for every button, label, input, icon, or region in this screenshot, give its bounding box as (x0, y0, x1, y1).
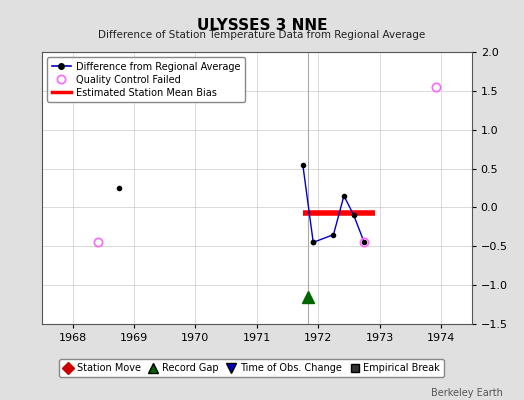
Legend: Difference from Regional Average, Quality Control Failed, Estimated Station Mean: Difference from Regional Average, Qualit… (47, 57, 245, 102)
Text: Difference of Station Temperature Data from Regional Average: Difference of Station Temperature Data f… (99, 30, 425, 40)
Text: ULYSSES 3 NNE: ULYSSES 3 NNE (196, 18, 328, 33)
Legend: Station Move, Record Gap, Time of Obs. Change, Empirical Break: Station Move, Record Gap, Time of Obs. C… (59, 359, 444, 377)
Text: Berkeley Earth: Berkeley Earth (431, 388, 503, 398)
